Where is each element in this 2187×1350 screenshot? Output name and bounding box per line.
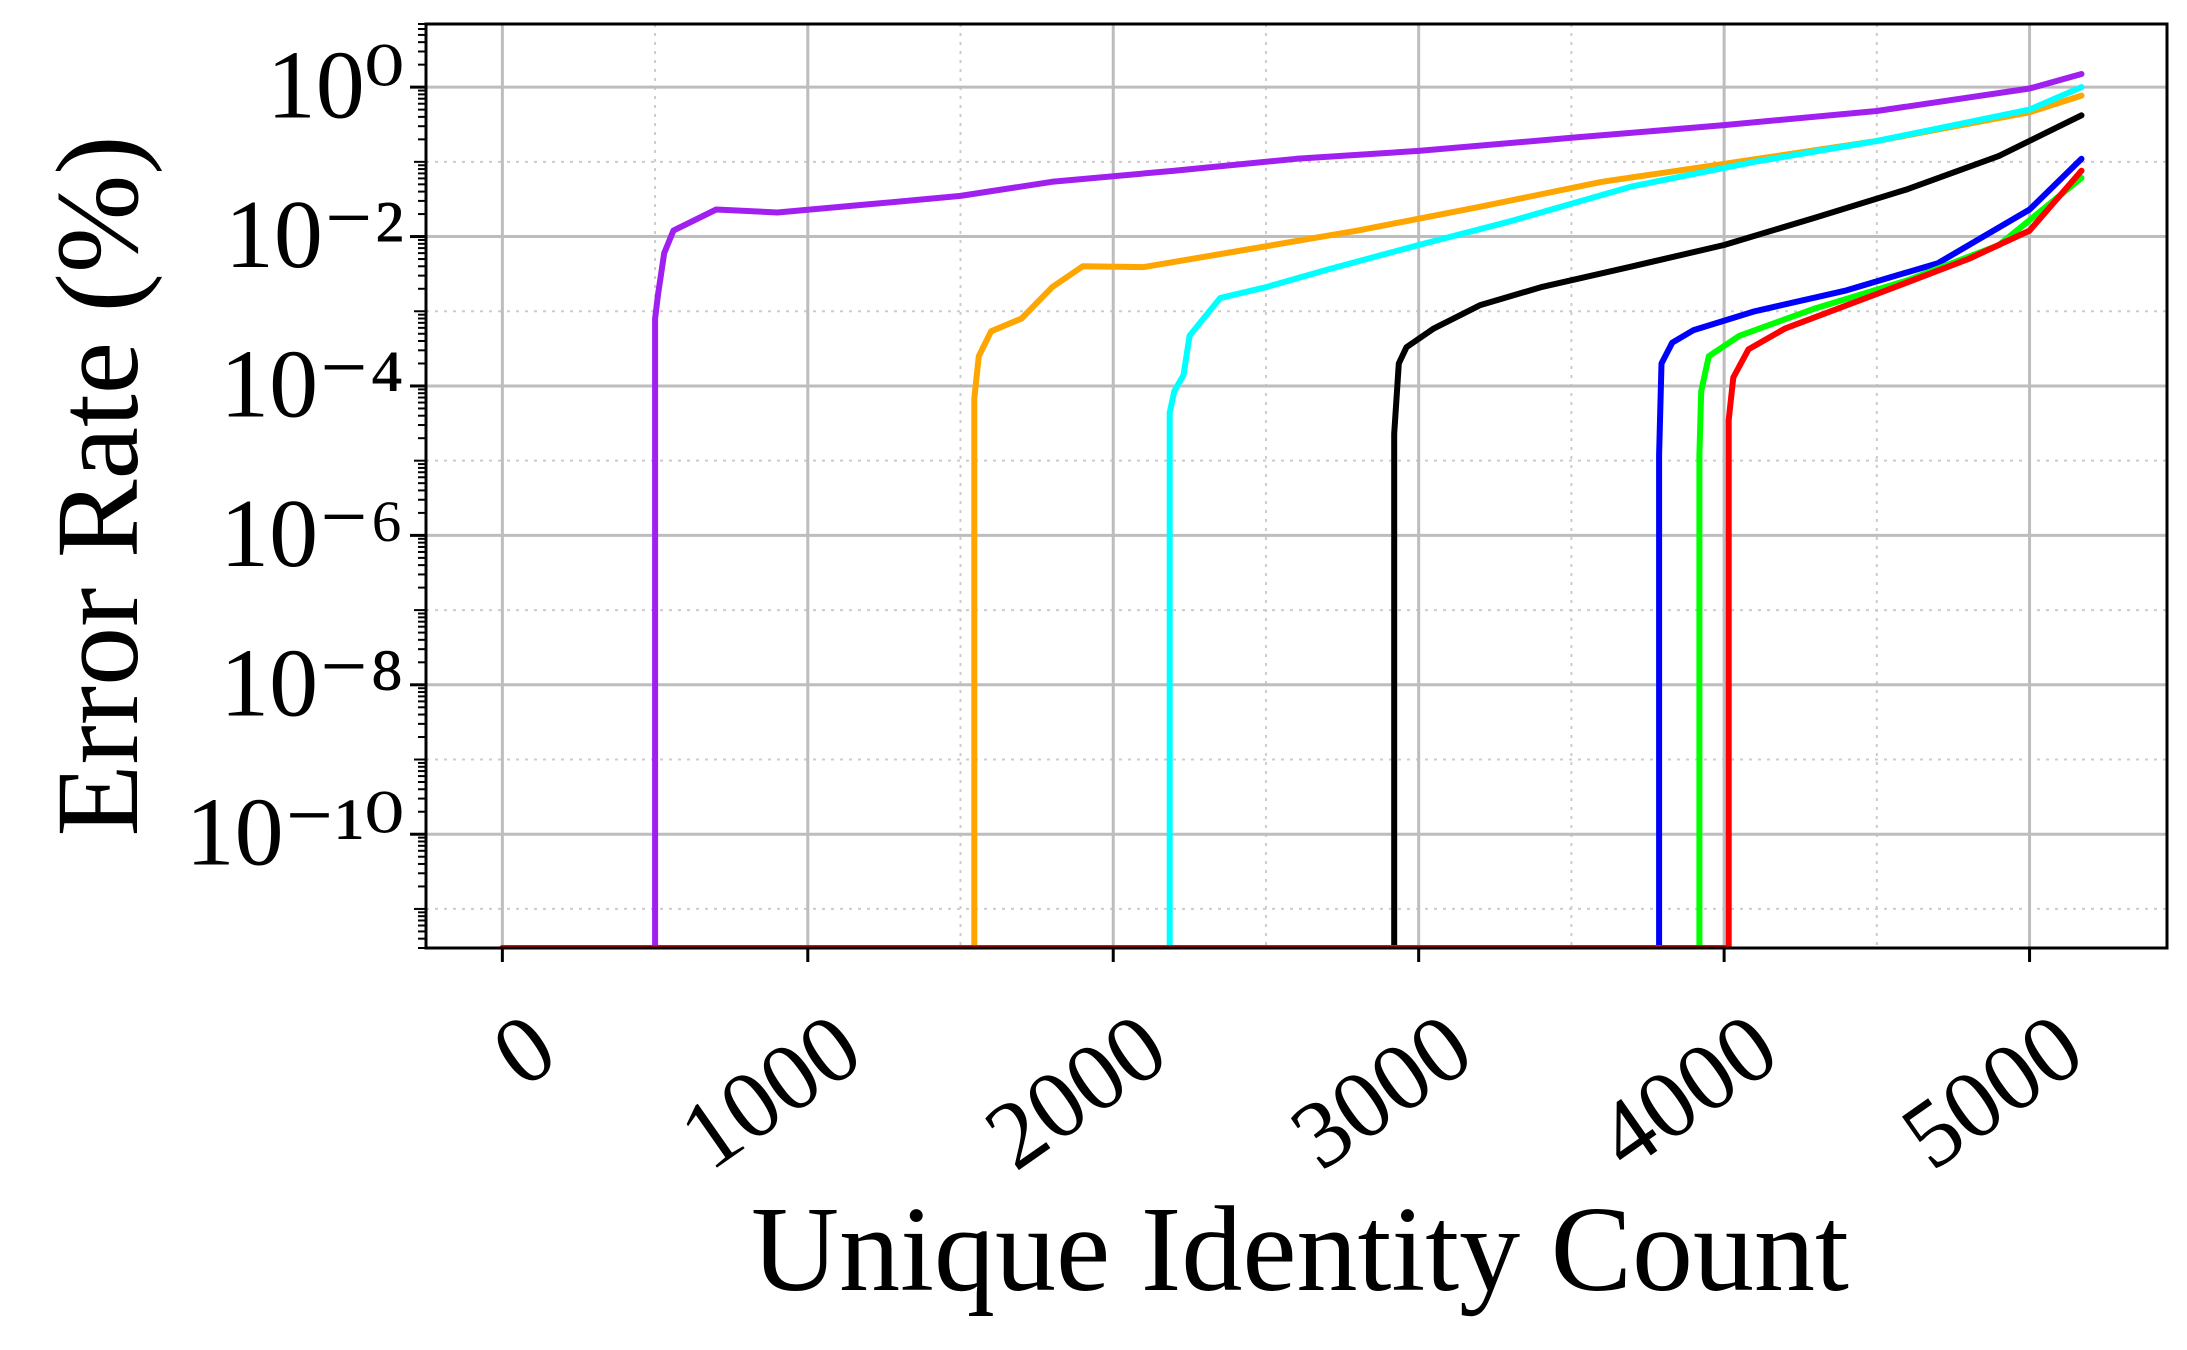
y-tick-label: 10⁻⁶ bbox=[220, 480, 404, 588]
plot-frame bbox=[424, 22, 2169, 950]
y-tick-label: 10⁻² bbox=[225, 181, 404, 289]
x-tick-label: 0 bbox=[473, 992, 574, 1107]
x-tick-label: 1000 bbox=[661, 992, 880, 1190]
series-line bbox=[499, 71, 2085, 948]
x-axis-label: Unique Identity Count bbox=[751, 1182, 1849, 1317]
series-line bbox=[499, 155, 2085, 948]
x-tick-label: 4000 bbox=[1577, 992, 1796, 1190]
y-tick-label: 10⁻⁴ bbox=[220, 330, 404, 438]
series-line bbox=[499, 112, 2085, 948]
x-tick-label: 5000 bbox=[1882, 992, 2101, 1190]
series-line bbox=[499, 84, 2085, 948]
x-tick-label: 3000 bbox=[1272, 992, 1491, 1190]
y-tick-label: 10⁻¹⁰ bbox=[186, 779, 404, 887]
x-tick-label: 2000 bbox=[966, 992, 1185, 1190]
plot-area bbox=[499, 71, 2085, 948]
y-tick-label: 10⁻⁸ bbox=[220, 629, 404, 737]
y-tick-label: 10⁰ bbox=[267, 32, 404, 140]
series-line bbox=[499, 92, 2085, 948]
series-line bbox=[499, 167, 2085, 948]
y-axis-label: Error Rate (%) bbox=[32, 135, 163, 836]
